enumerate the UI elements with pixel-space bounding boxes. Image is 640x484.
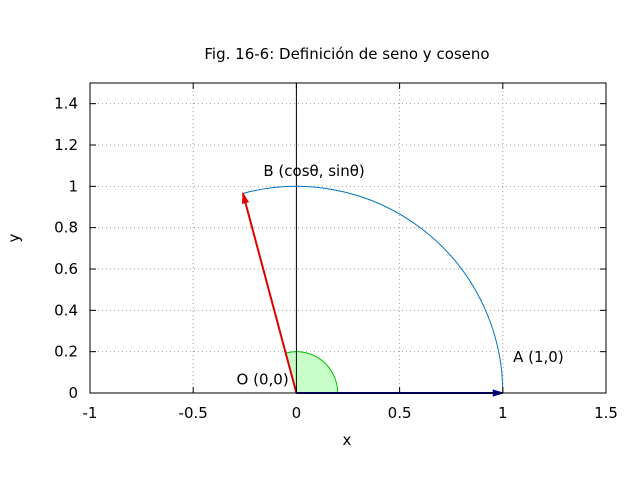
x-tick-label: 1 [498, 404, 508, 422]
label-layer: B (cosθ, sinθ) A (1,0) O (0,0) [237, 162, 564, 389]
annotation-point-a: A (1,0) [513, 348, 564, 366]
arc-layer [242, 185, 504, 394]
chart-title: Fig. 16-6: Definición de seno y coseno [204, 45, 489, 63]
annotation-origin: O (0,0) [237, 371, 289, 389]
tick-layer: -1 -0.5 0 0.5 1 1.5 0 0.2 0.4 0.6 0.8 1 1.2 1.4 [54, 83, 618, 422]
frame-layer [89, 82, 607, 394]
annotation-point-b: B (cosθ, sinθ) [263, 162, 364, 180]
x-tick-label: 0 [292, 404, 302, 422]
x-tick-label: 1.5 [594, 404, 618, 422]
sector-layer [285, 351, 339, 394]
unit-arc [242, 185, 504, 394]
y-tick-label: 1 [68, 177, 78, 195]
x-axis-label: x [343, 431, 352, 449]
y-tick-label: 0.8 [54, 219, 78, 237]
y-tick-label: 0.6 [54, 260, 78, 278]
y-tick-label: 0.4 [54, 301, 78, 319]
grid-layer [90, 83, 606, 393]
y-tick-label: 1.2 [54, 136, 78, 154]
x-tick-label: -1 [83, 404, 98, 422]
y-tick-label: 1.4 [54, 95, 78, 113]
angle-sector-arc [285, 351, 339, 394]
plot-frame [89, 82, 607, 394]
vector-layer [241, 191, 505, 397]
angle-sector [285, 351, 338, 393]
y-tick-label: 0.2 [54, 343, 78, 361]
y-axis-label: y [5, 233, 23, 242]
vector-line [241, 193, 298, 394]
y-tick-label: 0 [68, 384, 78, 402]
vector-arrowhead [242, 191, 250, 205]
x-tick-label: -0.5 [179, 404, 208, 422]
x-tick-label: 0.5 [388, 404, 412, 422]
